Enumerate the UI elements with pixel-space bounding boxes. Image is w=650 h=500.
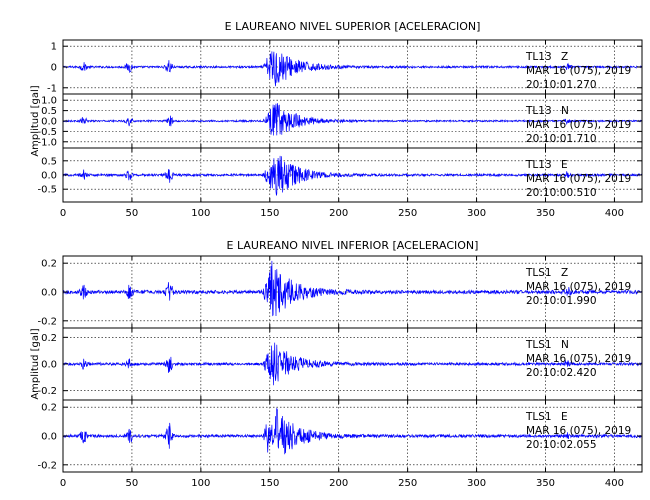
y-tick-label: 0.0 [41, 432, 57, 443]
waveform-trace [62, 407, 643, 455]
panel-tl13-n: 1.00.50.0-0.5-1.0 TL13 N MAR 16 (075), 2019… [37, 93, 643, 149]
record-time: 20:10:02.055 [526, 439, 597, 451]
y-tick-label: 0.2 [41, 403, 57, 414]
y-tick-label: -1 [47, 83, 57, 94]
component-code: N [561, 105, 569, 117]
station-code: TLS1 [525, 267, 552, 279]
x-tick-label: 200 [329, 208, 348, 219]
y-tick-label: 1.0 [41, 96, 57, 107]
chart-title: E LAUREANO NIVEL SUPERIOR [ACELERACION] [225, 20, 481, 33]
y-tick-label: 0.0 [41, 288, 57, 299]
component-code: Z [561, 51, 568, 63]
x-tick-label: 50 [126, 478, 139, 489]
y-tick-label: 0.0 [41, 117, 57, 128]
y-tick-label: 0.5 [41, 156, 57, 167]
x-tick-label: 400 [605, 208, 624, 219]
panel-tls1-z: 0.2 0.0 -0.2 TLS1 Z MAR 16 (075), 2019 20:10:0… [37, 255, 643, 329]
station-code: TL13 [525, 159, 552, 171]
waveform-trace [62, 342, 643, 386]
component-code: E [561, 411, 568, 423]
x-tick-label: 100 [191, 208, 210, 219]
y-tick-label: -0.2 [37, 386, 57, 397]
record-time: 20:10:01.270 [526, 79, 597, 91]
record-time: 20:10:01.990 [526, 295, 597, 307]
x-tick-label: 350 [536, 478, 555, 489]
y-tick-label: 1 [51, 42, 57, 53]
x-tick-label: 200 [329, 478, 348, 489]
chart-block-1: E LAUREANO NIVEL SUPERIOR [ACELERACION] A… [30, 20, 643, 219]
station-code: TL13 [525, 51, 552, 63]
x-tick-label: 300 [467, 478, 486, 489]
y-tick-label: 0.2 [41, 259, 57, 270]
record-time: 20:10:01.710 [526, 133, 597, 145]
y-tick-label: 0.0 [41, 171, 57, 182]
y-tick-label: -0.2 [37, 460, 57, 471]
chart-title: E LAUREANO NIVEL INFERIOR [ACELERACION] [227, 239, 479, 252]
waveform-trace [62, 51, 643, 87]
x-tick-label: 100 [191, 478, 210, 489]
y-tick-label: -0.5 [37, 185, 57, 196]
record-time: 20:10:02.420 [526, 367, 597, 379]
x-tick-label: 0 [60, 208, 66, 219]
component-code: N [561, 339, 569, 351]
waveform-trace [62, 260, 643, 317]
x-tick-label: 150 [260, 478, 279, 489]
y-tick-label: -0.5 [37, 127, 57, 138]
x-tick-label: 50 [126, 208, 139, 219]
component-code: Z [561, 267, 568, 279]
y-tick-label: 0.2 [41, 333, 57, 344]
waveform-trace [62, 155, 643, 196]
station-code: TLS1 [525, 339, 552, 351]
station-code: TL13 [525, 105, 552, 117]
y-tick-label: 0 [51, 63, 57, 74]
x-tick-label: 0 [60, 478, 66, 489]
x-tick-label: 350 [536, 208, 555, 219]
record-date: MAR 16 (075), 2019 [526, 65, 631, 77]
waveform-trace [62, 103, 643, 136]
panel-tl13-e: 0.5 0.0 -0.5 TL13 E MAR 16 (075), 2019 20:10:0… [37, 147, 643, 203]
y-tick-label: 0.0 [41, 360, 57, 371]
y-tick-label: -0.2 [37, 316, 57, 327]
panel-tl13-z: 1 0 -1 TL13 Z MAR 16 (075), 2019 20:10:01.270 [47, 39, 643, 95]
x-tick-label: 250 [398, 478, 417, 489]
record-time: 20:10:00.510 [526, 187, 597, 199]
panel-tls1-e: 0.2 0.0 -0.2 TLS1 E MAR 16 (075), 2019 20:10:0… [37, 399, 643, 473]
panel-tls1-n: 0.2 0.0 -0.2 TLS1 N MAR 16 (075), 2019 20:10:0… [37, 327, 643, 401]
x-tick-label: 150 [260, 208, 279, 219]
y-tick-label: 0.5 [41, 106, 57, 117]
record-date: MAR 16 (075), 2019 [526, 425, 631, 437]
record-date: MAR 16 (075), 2019 [526, 281, 631, 293]
record-date: MAR 16 (075), 2019 [526, 353, 631, 365]
component-code: E [561, 159, 568, 171]
chart-block-2: E LAUREANO NIVEL INFERIOR [ACELERACION] A… [30, 239, 643, 489]
x-tick-label: 300 [467, 208, 486, 219]
record-date: MAR 16 (075), 2019 [526, 173, 631, 185]
record-date: MAR 16 (075), 2019 [526, 119, 631, 131]
y-tick-label: -1.0 [37, 137, 57, 148]
station-code: TLS1 [525, 411, 552, 423]
x-tick-label: 250 [398, 208, 417, 219]
y-axis-label: Amplitud [gal] [30, 328, 41, 399]
x-tick-label: 400 [605, 478, 624, 489]
y-axis-label: Amplitud [gal] [30, 85, 41, 156]
